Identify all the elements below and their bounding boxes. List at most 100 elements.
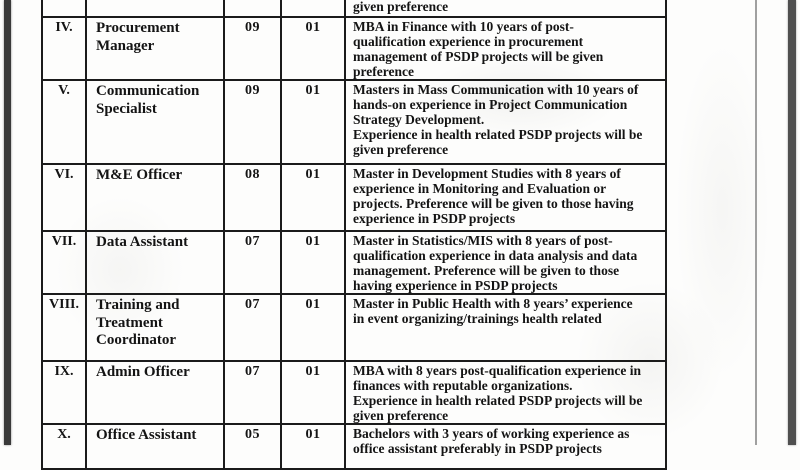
qualification-cell: MBA with 8 years post-qualification expe… [344, 360, 667, 425]
sno-cell: VIII. [41, 293, 87, 362]
scale-cell-text: 07 [245, 364, 260, 379]
qualification-line: management. Preference will be given to … [353, 263, 620, 278]
sno-cell: VI. [41, 163, 87, 232]
position-cell-text: M&E Officer [96, 167, 183, 183]
posts-cell-text: 01 [305, 364, 321, 379]
qualification-line: qualification experience in procurement [353, 34, 584, 49]
sno-cell-text: IV. [55, 20, 73, 35]
sno-cell: IV. [41, 16, 87, 81]
paper-fold-line [755, 0, 757, 445]
posts-cell [280, 0, 346, 18]
scale-cell-text: 07 [245, 234, 260, 249]
position-cell: M&E Officer [85, 163, 225, 232]
posts-cell-text: 01 [305, 427, 321, 442]
scanned-page: given preference IV. Procurement Manager 0… [4, 0, 796, 470]
qualification-line: Master in Public Health with 8 years’ ex… [353, 296, 633, 311]
qualification-cell: Masters in Mass Communication with 10 ye… [344, 79, 667, 165]
posts-cell-text: 01 [305, 297, 321, 312]
sno-cell: V. [41, 79, 87, 165]
qualification-line: experience in Monitoring and Evaluation … [353, 181, 607, 196]
posts-cell: 01 [280, 79, 346, 165]
qualification-line: office assistant preferably in PSDP proj… [353, 441, 602, 456]
qualification-cell: Master in Public Health with 8 years’ ex… [344, 293, 667, 362]
qualification-cell: Bachelors with 3 years of working experi… [344, 423, 667, 470]
position-cell-text: Training and Treatment Coordinator [96, 297, 180, 348]
position-cell-text: Communication Specialist [96, 83, 200, 117]
qualification-line: given preference [353, 408, 449, 423]
qualification-line: Master in Statistics/MIS with 8 years of… [353, 233, 613, 248]
scale-cell: 05 [223, 423, 282, 470]
posts-cell: 01 [280, 293, 346, 362]
posts-cell-text: 01 [305, 167, 321, 182]
sno-cell: X. [41, 423, 87, 470]
posts-cell: 01 [280, 230, 346, 295]
position-cell: Communication Specialist [85, 79, 225, 165]
qualification-line: qualification experience in data analysi… [353, 248, 638, 263]
table-row: X. Office Assistant 05 01 Bachelors with 3 y… [41, 423, 667, 470]
qualification-cell: Master in Development Studies with 8 yea… [344, 163, 667, 232]
sno-cell-text: V. [58, 83, 70, 98]
scale-cell-text: 05 [245, 427, 260, 442]
sno-cell-text: VII. [51, 234, 77, 249]
scale-cell: 07 [223, 293, 282, 362]
qualification-line: Master in Development Studies with 8 yea… [353, 166, 621, 181]
table-row: VI. M&E Officer 08 01 Master in Development … [41, 163, 667, 232]
qualification-line: having experience in PSDP projects [353, 278, 558, 293]
sno-cell-text: VI. [54, 167, 74, 182]
qualification-line: given preference [353, 0, 449, 14]
sno-cell [41, 0, 87, 18]
position-cell: Training and Treatment Coordinator [85, 293, 225, 362]
posts-cell: 01 [280, 423, 346, 470]
qualification-line: hands-on experience in Project Communica… [353, 97, 628, 112]
carryover-row: given preference [41, 0, 667, 18]
scale-cell-text: 09 [245, 83, 260, 98]
sno-cell-text: X. [57, 427, 71, 442]
posts-cell-text: 01 [305, 83, 321, 98]
posts-cell-text: 01 [305, 20, 321, 35]
qualification-line: Bachelors with 3 years of working experi… [353, 426, 630, 441]
posts-cell-text: 01 [305, 234, 321, 249]
positions-table: given preference IV. Procurement Manager 0… [41, 0, 667, 470]
scale-cell-text: 07 [245, 297, 260, 312]
qualification-line: MBA in Finance with 10 years of post- [353, 19, 574, 34]
sno-cell-text: IX. [54, 364, 74, 379]
scale-cell: 07 [223, 230, 282, 295]
table-row: IV. Procurement Manager 09 01 MBA in Finance… [41, 16, 667, 81]
scan-left-edge-bar [4, 0, 11, 445]
scale-cell: 09 [223, 16, 282, 81]
table-row: IX. Admin Officer 07 01 MBA with 8 years pos… [41, 360, 667, 425]
position-cell: Office Assistant [85, 423, 225, 470]
scale-cell: 08 [223, 163, 282, 232]
qualification-cell: MBA in Finance with 10 years of post-qua… [344, 16, 667, 81]
qualification-line: given preference [353, 142, 449, 157]
position-cell-text: Office Assistant [96, 427, 197, 443]
scale-cell [223, 0, 282, 18]
qualification-line: Experience in health related PSDP projec… [353, 393, 643, 408]
qualification-cell: Master in Statistics/MIS with 8 years of… [344, 230, 667, 295]
qualification-line: Masters in Mass Communication with 10 ye… [353, 82, 639, 97]
table-row: V. Communication Specialist 09 01 Masters in… [41, 79, 667, 165]
posts-cell: 01 [280, 360, 346, 425]
sno-cell-text: VIII. [49, 297, 79, 312]
sno-cell: VII. [41, 230, 87, 295]
qualification-line: preference [353, 64, 414, 79]
position-cell-text: Procurement Manager [96, 20, 180, 54]
position-cell-text: Data Assistant [96, 234, 189, 250]
position-cell: Procurement Manager [85, 16, 225, 81]
scan-right-edge-bar [788, 0, 796, 445]
qualification-line: MBA with 8 years post-qualification expe… [353, 363, 641, 378]
scale-cell-text: 09 [245, 20, 260, 35]
scale-cell: 07 [223, 360, 282, 425]
qualification-line: Strategy Development. [353, 112, 485, 127]
position-cell: Data Assistant [85, 230, 225, 295]
qualification-line: finances with reputable organizations. [353, 378, 573, 393]
scale-cell-text: 08 [245, 167, 260, 182]
sno-cell: IX. [41, 360, 87, 425]
posts-cell: 01 [280, 163, 346, 232]
position-cell: Admin Officer [85, 360, 225, 425]
qualification-line: experience in PSDP projects [353, 211, 516, 226]
table-row: VIII. Training and Treatment Coordinator 0… [41, 293, 667, 362]
qualification-line: management of PSDP projects will be give… [353, 49, 604, 64]
posts-cell: 01 [280, 16, 346, 81]
position-cell [85, 0, 225, 18]
